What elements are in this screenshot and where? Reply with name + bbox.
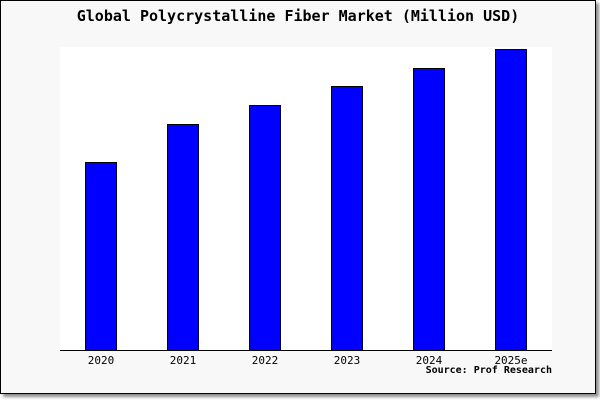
bars-row — [60, 48, 552, 350]
bar-slot-2022 — [224, 48, 306, 350]
bar-2024 — [413, 67, 445, 350]
bar-2023 — [331, 85, 363, 350]
x-tick-label-2022: 2022 — [251, 354, 279, 367]
x-tick-label-2020: 2020 — [87, 354, 115, 367]
chart-title: Global Polycrystalline Fiber Market (Mil… — [76, 7, 520, 25]
bar-slot-2020 — [60, 48, 142, 350]
bar-2020 — [85, 161, 117, 350]
chart-frame: Global Polycrystalline Fiber Market (Mil… — [0, 0, 596, 394]
bar-slot-2021 — [142, 48, 224, 350]
bar-2021 — [167, 123, 199, 350]
bar-slot-2024 — [388, 48, 470, 350]
source-note: Source: Prof Research — [425, 365, 552, 376]
bar-2025e — [495, 48, 527, 350]
x-axis-labels: 2020 2021 2022 2023 2024 2025e — [60, 354, 552, 367]
x-axis-line — [60, 349, 552, 351]
bar-2022 — [249, 104, 281, 350]
bar-slot-2023 — [306, 48, 388, 350]
x-tick-label-2025e: 2025e — [494, 354, 528, 367]
bar-slot-2025e — [470, 48, 552, 350]
plot-area — [60, 47, 552, 351]
x-tick-label-2024: 2024 — [415, 354, 443, 367]
x-tick-label-2021: 2021 — [169, 354, 197, 367]
x-tick-label-2023: 2023 — [333, 354, 361, 367]
